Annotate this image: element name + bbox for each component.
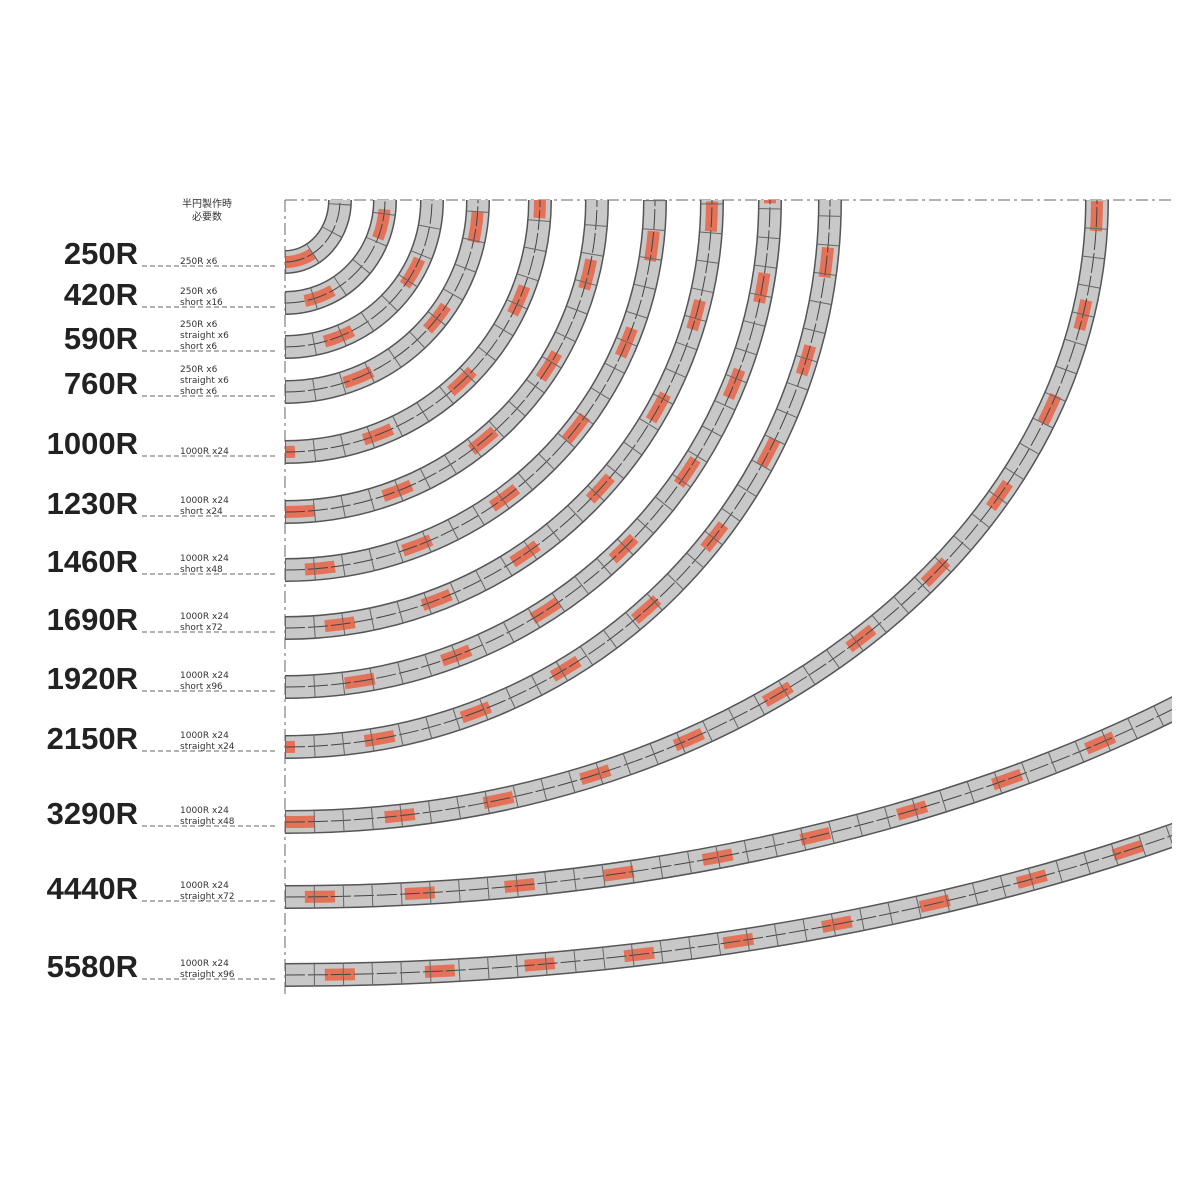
part-count: straight x72 — [180, 892, 235, 902]
part-count: short x16 — [180, 298, 223, 308]
track-ties — [284, 199, 666, 581]
track-ties — [284, 199, 551, 463]
track-center — [284, 199, 598, 513]
radius-label: 1690R — [47, 602, 138, 637]
track-center — [284, 835, 1172, 976]
part-count: short x96 — [180, 682, 223, 692]
part-count: 250R x6 — [180, 365, 218, 375]
radius-label: 2150R — [47, 721, 138, 756]
part-count: short x48 — [180, 565, 223, 575]
radius-label: 1230R — [47, 486, 138, 521]
radius-label: 760R — [64, 366, 138, 401]
part-count: 250R x6 — [180, 257, 218, 267]
track-center — [284, 199, 341, 263]
track-center — [284, 199, 713, 629]
radius-label: 590R — [64, 321, 138, 356]
part-count: 1000R x24 — [180, 554, 229, 564]
radius-label: 250R — [64, 236, 138, 271]
radius-label: 420R — [64, 277, 138, 312]
radius-label: 5580R — [47, 949, 138, 984]
part-count: short x24 — [180, 507, 223, 517]
part-count: straight x24 — [180, 742, 235, 752]
part-count: 250R x6 — [180, 287, 218, 297]
radius-label: 1000R — [47, 426, 138, 461]
part-count: short x6 — [180, 387, 217, 397]
part-count: 1000R x24 — [180, 731, 229, 741]
part-count: 1000R x24 — [180, 447, 229, 457]
radius-label: 4440R — [47, 871, 138, 906]
part-count: straight x6 — [180, 376, 229, 386]
part-count: straight x48 — [180, 817, 235, 827]
part-count: 1000R x24 — [180, 806, 229, 816]
track-center — [284, 199, 831, 748]
radius-label: 1920R — [47, 661, 138, 696]
track-red — [284, 199, 391, 309]
track-center — [284, 199, 479, 393]
part-count: 1000R x24 — [180, 671, 229, 681]
part-count: straight x6 — [180, 331, 229, 341]
part-count: 1000R x24 — [180, 881, 229, 891]
track-bed — [284, 199, 841, 758]
part-count: short x6 — [180, 342, 217, 352]
tracks — [284, 199, 1172, 987]
part-count: 1000R x24 — [180, 959, 229, 969]
track-center — [284, 199, 386, 304]
part-count: 1000R x24 — [180, 496, 229, 506]
track-center — [284, 199, 1098, 823]
part-count: 250R x6 — [180, 320, 218, 330]
radius-label: 3290R — [47, 796, 138, 831]
header: 必要数 — [192, 210, 222, 223]
radius-label: 1460R — [47, 544, 138, 579]
track-center — [284, 199, 771, 688]
part-count: short x72 — [180, 623, 223, 633]
track-center — [284, 199, 433, 348]
part-count: 1000R x24 — [180, 612, 229, 622]
track-center — [284, 708, 1172, 898]
part-count: straight x96 — [180, 970, 235, 980]
header: 半円製作時 — [182, 197, 232, 210]
